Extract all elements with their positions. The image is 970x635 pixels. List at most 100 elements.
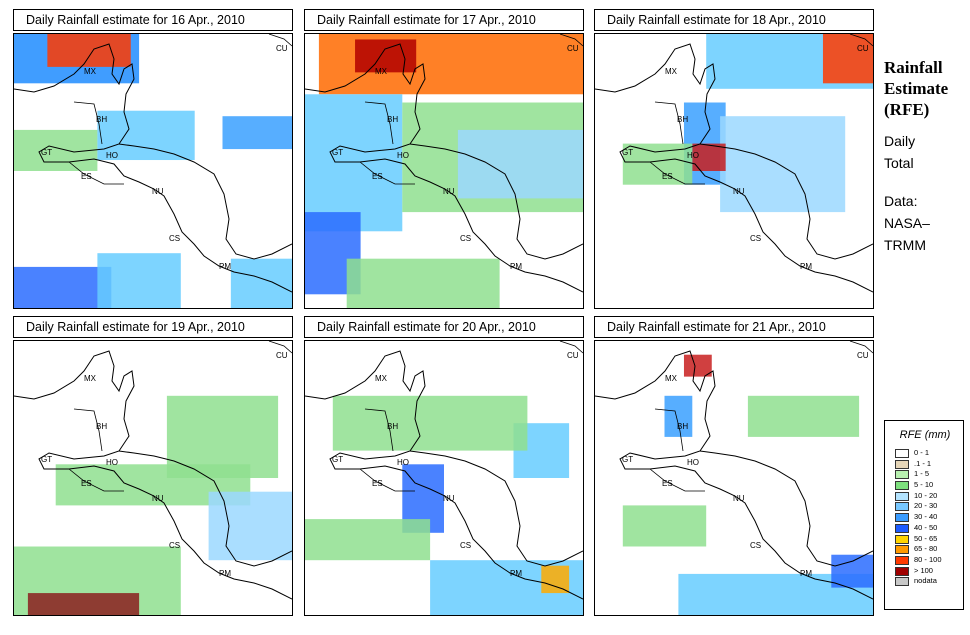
- region-label-es: ES: [372, 479, 383, 488]
- coastline: [305, 350, 583, 600]
- legend-swatch: [895, 513, 909, 523]
- panel-title: Daily Rainfall estimate for 17 Apr., 201…: [304, 9, 584, 31]
- legend-label: 0 - 1: [914, 448, 930, 457]
- rainfall-map: CU MX BH GT HO ES NU CS PM: [13, 340, 293, 616]
- region-label-ho: HO: [106, 151, 118, 160]
- region-label-gt: GT: [622, 148, 633, 157]
- rain-area: [622, 505, 707, 547]
- period-line: Total: [884, 155, 914, 171]
- coastline: [118, 143, 292, 260]
- region-label-es: ES: [81, 479, 92, 488]
- rainfall-panel-apr20: Daily Rainfall estimate for 20 Apr., 201…: [304, 316, 584, 616]
- rainfall-map: CU MX BH GT HO ES NU CS PM: [304, 340, 584, 616]
- region-label-es: ES: [81, 172, 92, 181]
- region-label-bh: BH: [387, 115, 398, 124]
- rain-area: [230, 258, 292, 308]
- coastline: [699, 450, 873, 567]
- border-line: [335, 161, 415, 185]
- map-svg: CU MX BH GT HO ES NU CS PM: [595, 34, 873, 293]
- rain-area: [720, 116, 846, 213]
- rainfall-panel-apr18: Daily Rainfall estimate for 18 Apr., 201…: [594, 9, 874, 309]
- border-line: [849, 34, 873, 47]
- rainfall-map: CU MX BH GT HO ES NU CS PM: [13, 33, 293, 309]
- region-label-mx: MX: [375, 374, 388, 383]
- region-label-pm: PM: [800, 569, 812, 578]
- legend-swatch: [895, 502, 909, 512]
- border-line: [625, 468, 705, 492]
- region-label-cs: CS: [460, 234, 471, 243]
- region-label-mx: MX: [84, 67, 97, 76]
- border-line: [849, 341, 873, 354]
- region-label-mx: MX: [84, 374, 97, 383]
- border-line: [654, 101, 684, 145]
- rainfall-panel-apr16: Daily Rainfall estimate for 16 Apr., 201…: [13, 9, 293, 309]
- coastline: [305, 43, 583, 293]
- legend-swatch: [895, 534, 909, 544]
- region-label-nu: NU: [733, 187, 745, 196]
- region-label-nu: NU: [733, 494, 745, 503]
- region-label-nu: NU: [152, 187, 164, 196]
- region-label-gt: GT: [622, 455, 633, 464]
- border-line: [559, 34, 583, 47]
- rain-area: [664, 395, 693, 437]
- legend-swatch: [895, 545, 909, 555]
- rain-area: [305, 519, 431, 561]
- rainfall-panel-apr17: Daily Rainfall estimate for 17 Apr., 201…: [304, 9, 584, 309]
- rain-area: [97, 253, 181, 308]
- legend-label: nodata: [914, 576, 937, 586]
- map-svg: CU MX BH GT HO ES NU CS PM: [595, 341, 873, 615]
- coastline: [14, 43, 292, 293]
- rain-area: [47, 34, 131, 67]
- rain-area: [346, 258, 500, 308]
- rain-area: [747, 395, 860, 437]
- map-svg: CU MX BH GT HO ES NU CS PM: [14, 34, 292, 308]
- legend-label: > 100: [914, 565, 933, 575]
- region-label-cs: CS: [750, 541, 761, 550]
- legend-label: 10 - 20: [914, 490, 938, 500]
- sidebar-period: Daily Total: [884, 130, 970, 174]
- rain-area: [14, 129, 98, 171]
- legend-title: RFE (mm): [899, 429, 951, 441]
- border-line: [364, 408, 394, 452]
- rain-area: [692, 143, 726, 171]
- legend-label: 5 - 10: [914, 480, 934, 490]
- rain-area: [457, 129, 583, 199]
- border-line: [44, 468, 124, 492]
- coastline: [595, 350, 873, 600]
- border-line: [364, 101, 394, 145]
- region-label-cu: CU: [276, 351, 288, 360]
- region-label-nu: NU: [443, 187, 455, 196]
- region-label-gt: GT: [41, 148, 52, 157]
- sidebar-data-source: Data: NASA– TRMM: [884, 190, 970, 256]
- region-label-cu: CU: [567, 44, 579, 53]
- rain-area: [822, 34, 873, 84]
- rainfall-map: CU MX BH GT HO ES NU CS PM: [304, 33, 584, 309]
- legend-swatch: [895, 491, 909, 501]
- legend-swatch: [895, 555, 909, 565]
- rain-area: [622, 143, 693, 185]
- region-label-cs: CS: [460, 541, 471, 550]
- legend-swatch: [895, 470, 909, 480]
- region-label-gt: GT: [332, 455, 343, 464]
- legend-swatch: [895, 449, 909, 458]
- region-label-bh: BH: [96, 115, 107, 124]
- region-label-cu: CU: [567, 351, 579, 360]
- region-label-pm: PM: [219, 262, 231, 271]
- border-line: [73, 408, 103, 452]
- period-line: Daily: [884, 133, 916, 149]
- region-label-bh: BH: [96, 422, 107, 431]
- legend-label: 20 - 30: [914, 501, 938, 511]
- region-label-mx: MX: [665, 67, 678, 76]
- coastline: [118, 450, 292, 567]
- region-label-gt: GT: [332, 148, 343, 157]
- panel-title: Daily Rainfall estimate for 19 Apr., 201…: [13, 316, 293, 338]
- region-label-bh: BH: [387, 422, 398, 431]
- region-label-bh: BH: [677, 422, 688, 431]
- rain-area: [332, 395, 528, 451]
- region-label-cu: CU: [276, 44, 288, 53]
- panel-title: Daily Rainfall estimate for 18 Apr., 201…: [594, 9, 874, 31]
- region-label-mx: MX: [375, 67, 388, 76]
- rain-area: [97, 110, 195, 161]
- region-label-ho: HO: [106, 458, 118, 467]
- panel-title: Daily Rainfall estimate for 20 Apr., 201…: [304, 316, 584, 338]
